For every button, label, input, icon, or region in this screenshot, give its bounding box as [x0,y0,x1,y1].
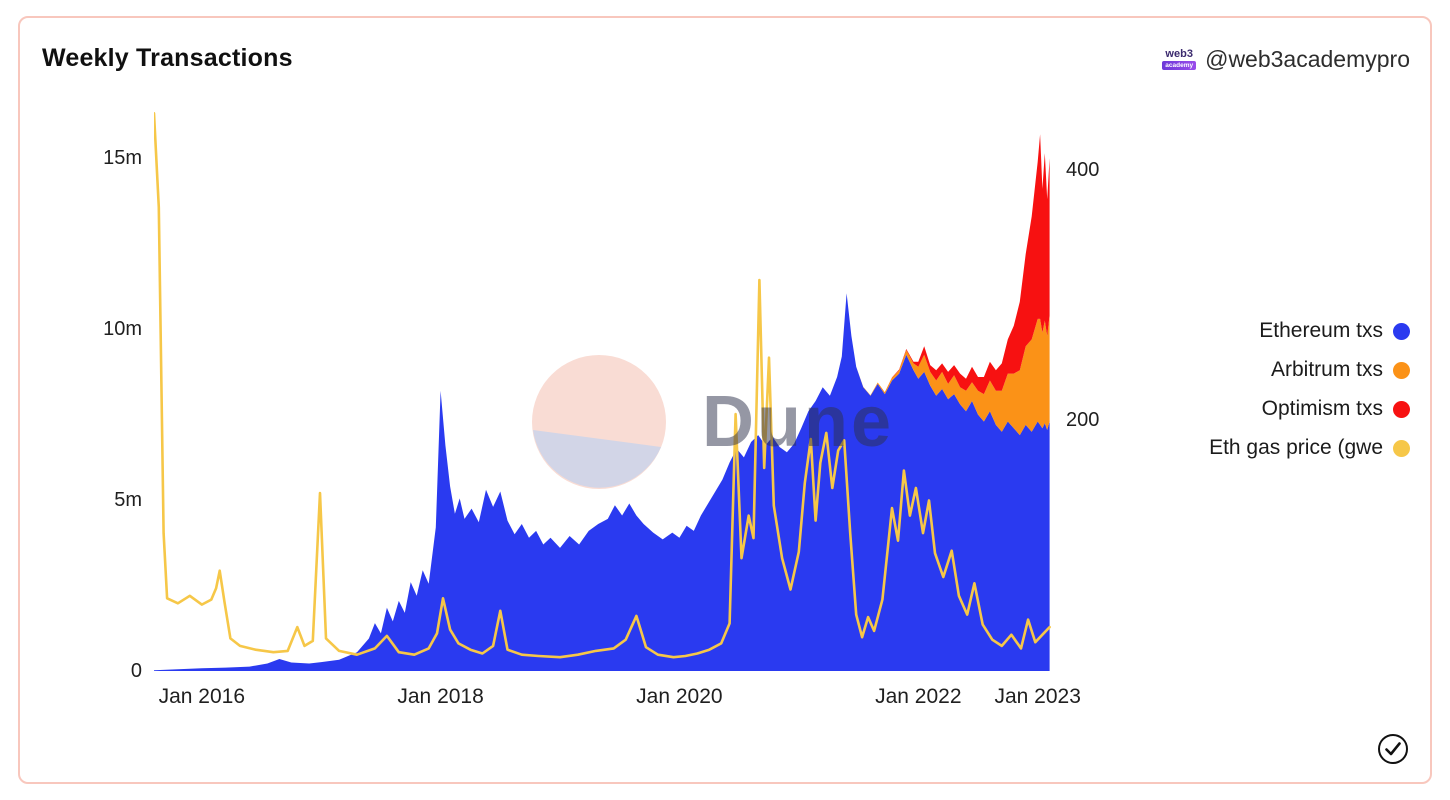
page-title: Weekly Transactions [42,44,293,72]
verified-check-icon[interactable] [1378,734,1408,764]
y-axis-left-tick: 5m [114,489,142,512]
legend: Ethereum txs Arbitrum txs Optimism txs Eth … [1209,318,1410,474]
logo-text-top: web3 [1165,47,1193,60]
y-axis-left-tick: 0 [130,660,142,682]
y-axis-right-tick: 400 [1066,158,1100,181]
byline-handle[interactable]: @web3academypro [1205,46,1410,72]
y-axis-left-tick: 15m [103,147,142,170]
y-axis-right: 400 200 [1066,18,1146,786]
chart-card: Weekly Transactions web3 academy @web3ac… [18,16,1432,784]
legend-color-dot [1393,361,1410,379]
legend-label: Eth gas price (gwe [1209,436,1383,459]
x-axis-tick: Jan 2020 [636,685,723,708]
legend-item[interactable]: Ethereum txs [1209,318,1410,344]
y-axis-right-tick: 200 [1066,409,1100,432]
byline: web3 academy @web3academypro [1162,46,1410,73]
gas-price-line [154,112,1051,659]
legend-label: Ethereum txs [1259,319,1383,342]
legend-item[interactable]: Eth gas price (gwe [1209,435,1410,461]
y-axis-left: 15m 10m 5m 0 [20,18,142,786]
legend-item[interactable]: Arbitrum txs [1209,357,1410,383]
ethereum-area [154,293,1050,671]
x-axis-tick: Jan 2022 [875,685,962,708]
legend-label: Arbitrum txs [1270,358,1383,381]
chart-plot [154,112,1051,671]
x-axis: Jan 2016 Jan 2018 Jan 2020 Jan 2022 Jan 2023 [154,685,1081,715]
x-axis-tick: Jan 2016 [158,685,246,708]
legend-item[interactable]: Optimism txs [1209,396,1410,422]
legend-color-dot [1393,439,1410,457]
web3academy-logo-icon: web3 academy [1162,47,1197,71]
legend-color-dot [1393,400,1410,418]
x-axis-tick: Jan 2023 [994,685,1081,708]
legend-color-dot [1393,322,1410,340]
legend-label: Optimism txs [1261,397,1383,420]
logo-text-bottom: academy [1162,60,1197,71]
y-axis-left-tick: 10m [103,318,142,341]
x-axis-tick: Jan 2018 [397,685,484,708]
